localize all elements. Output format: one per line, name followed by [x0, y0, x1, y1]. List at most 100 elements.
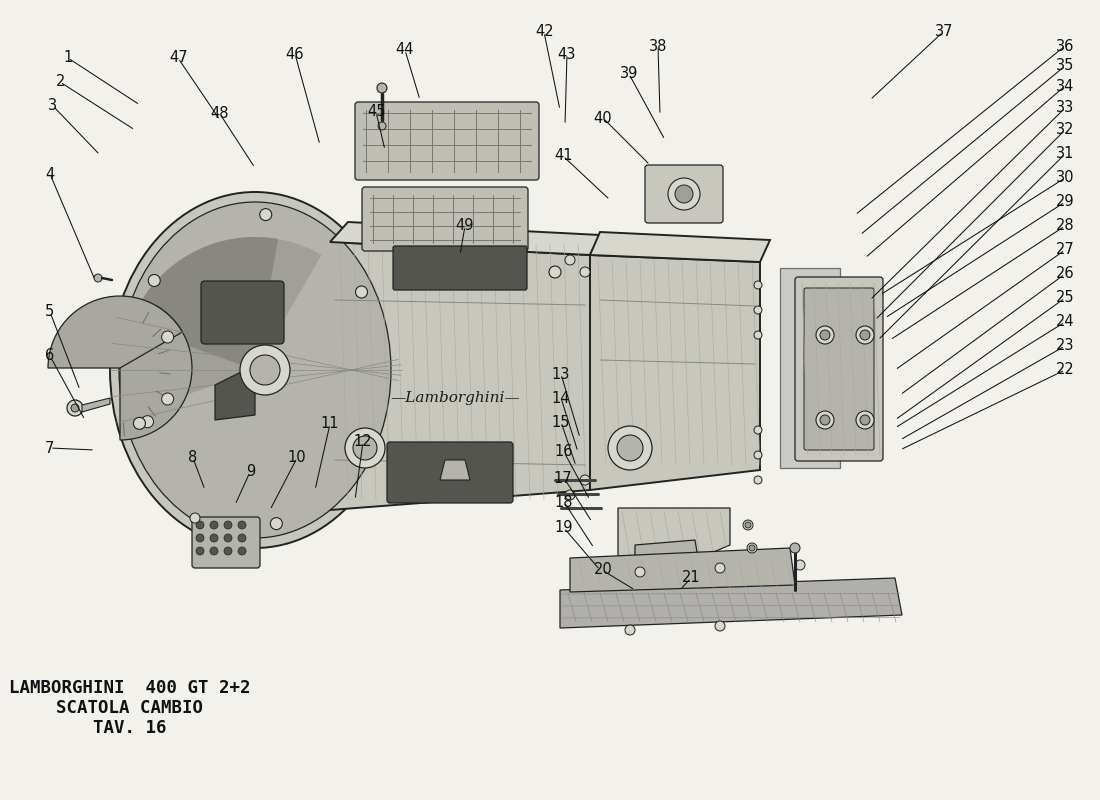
Circle shape [238, 534, 246, 542]
Circle shape [345, 428, 385, 468]
Text: 4: 4 [45, 167, 54, 182]
Circle shape [224, 547, 232, 555]
Circle shape [549, 266, 561, 278]
Text: 42: 42 [536, 25, 553, 39]
Text: 44: 44 [396, 42, 414, 57]
Circle shape [133, 418, 145, 430]
Text: 36: 36 [1056, 39, 1074, 54]
FancyBboxPatch shape [645, 165, 723, 223]
Text: 40: 40 [594, 111, 612, 126]
Text: 37: 37 [935, 25, 953, 39]
Text: 12: 12 [354, 434, 372, 449]
Text: 16: 16 [554, 445, 572, 459]
FancyBboxPatch shape [355, 102, 539, 180]
Circle shape [715, 621, 725, 631]
Circle shape [820, 330, 830, 340]
Circle shape [238, 547, 246, 555]
Circle shape [860, 330, 870, 340]
Text: 15: 15 [552, 415, 570, 430]
Circle shape [754, 306, 762, 314]
Text: 27: 27 [1055, 242, 1075, 257]
Circle shape [749, 545, 755, 551]
Text: 17: 17 [554, 471, 572, 486]
FancyBboxPatch shape [795, 277, 883, 461]
Circle shape [754, 281, 762, 289]
Text: 19: 19 [554, 521, 572, 535]
Circle shape [162, 331, 174, 343]
Text: 14: 14 [552, 391, 570, 406]
Text: 32: 32 [1056, 122, 1074, 137]
Circle shape [142, 416, 154, 428]
FancyBboxPatch shape [192, 517, 260, 568]
Circle shape [190, 513, 200, 523]
Ellipse shape [110, 192, 400, 548]
Circle shape [240, 345, 290, 395]
Text: 43: 43 [558, 47, 575, 62]
Circle shape [754, 331, 762, 339]
Circle shape [67, 400, 82, 416]
Polygon shape [590, 255, 760, 490]
Text: 46: 46 [286, 47, 304, 62]
Text: SCATOLA CAMBIO: SCATOLA CAMBIO [56, 699, 204, 717]
Circle shape [196, 547, 204, 555]
Text: 49: 49 [455, 218, 473, 233]
Text: 48: 48 [211, 106, 229, 121]
Text: 11: 11 [321, 417, 339, 431]
Circle shape [210, 521, 218, 529]
Polygon shape [618, 508, 730, 560]
FancyBboxPatch shape [387, 442, 513, 503]
FancyBboxPatch shape [362, 187, 528, 251]
Circle shape [747, 543, 757, 553]
Circle shape [210, 534, 218, 542]
Polygon shape [440, 460, 470, 480]
Circle shape [72, 404, 79, 412]
Circle shape [754, 451, 762, 459]
Wedge shape [48, 296, 183, 368]
Text: 35: 35 [1056, 58, 1074, 73]
Circle shape [250, 355, 280, 385]
Circle shape [625, 625, 635, 635]
Polygon shape [780, 268, 840, 468]
Text: 26: 26 [1056, 266, 1074, 281]
FancyBboxPatch shape [393, 246, 527, 290]
Text: LAMBORGHINI  400 GT 2+2: LAMBORGHINI 400 GT 2+2 [9, 679, 251, 697]
Text: 25: 25 [1056, 290, 1074, 305]
Circle shape [271, 518, 283, 530]
Circle shape [816, 411, 834, 429]
Polygon shape [214, 365, 255, 420]
Circle shape [224, 534, 232, 542]
Text: 6: 6 [45, 349, 54, 363]
Polygon shape [330, 222, 600, 255]
Circle shape [675, 185, 693, 203]
Circle shape [820, 415, 830, 425]
Text: 34: 34 [1056, 79, 1074, 94]
Circle shape [353, 436, 377, 460]
Circle shape [580, 475, 590, 485]
Circle shape [795, 560, 805, 570]
Text: 33: 33 [1056, 101, 1074, 115]
Wedge shape [120, 306, 192, 440]
Text: 29: 29 [1056, 194, 1074, 209]
Text: 13: 13 [552, 367, 570, 382]
Text: —Lamborghini—: —Lamborghini— [390, 391, 520, 405]
Circle shape [745, 522, 751, 528]
Circle shape [790, 543, 800, 553]
Circle shape [816, 326, 834, 344]
Text: 31: 31 [1056, 146, 1074, 161]
Circle shape [148, 274, 161, 286]
Circle shape [224, 521, 232, 529]
Circle shape [196, 521, 204, 529]
Circle shape [565, 490, 575, 500]
Wedge shape [122, 237, 321, 415]
FancyBboxPatch shape [201, 281, 284, 344]
FancyBboxPatch shape [804, 288, 875, 450]
Polygon shape [82, 398, 110, 412]
Text: 28: 28 [1056, 218, 1074, 233]
Circle shape [856, 326, 875, 344]
Text: eurospares: eurospares [553, 355, 747, 385]
Text: TAV. 16: TAV. 16 [94, 719, 166, 737]
Circle shape [754, 426, 762, 434]
Text: 23: 23 [1056, 338, 1074, 353]
Text: 2: 2 [56, 74, 65, 89]
Text: 9: 9 [246, 465, 255, 479]
